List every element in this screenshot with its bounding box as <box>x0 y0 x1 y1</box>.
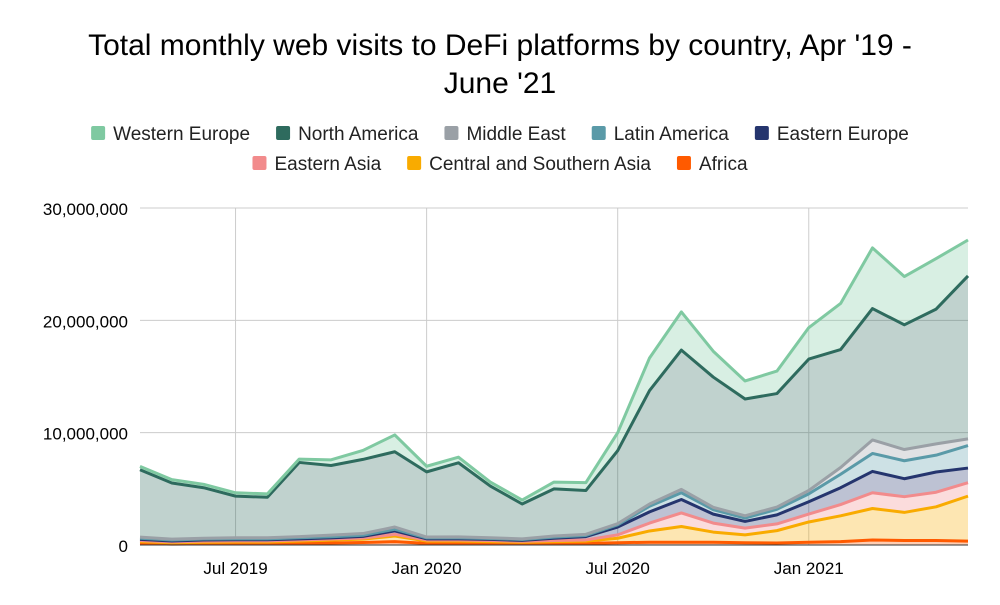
area-middle-east <box>140 438 968 541</box>
x-tick-label: Jul 2019 <box>203 559 267 578</box>
legend-item-africa[interactable]: Africa <box>676 154 748 175</box>
area-north-america <box>140 275 968 540</box>
chart-title-line-2: June '21 <box>444 67 557 100</box>
legend-swatch <box>591 126 606 140</box>
area-eastern-europe <box>140 468 968 542</box>
x-axis: Jul 2019 Jan 2020 Jul 2020 Jan 2021 <box>140 544 968 578</box>
legend-item-eastern-asia[interactable]: Eastern Asia <box>252 154 382 175</box>
legend-label: Latin America <box>614 124 730 145</box>
legend-swatch <box>754 126 769 140</box>
legend-label: Eastern Asia <box>274 154 381 175</box>
legend-item-north-america[interactable]: North America <box>276 124 419 145</box>
line-middle-east <box>139 437 969 541</box>
y-tick-label: 10,000,000 <box>43 425 128 444</box>
legend-label: Africa <box>699 154 748 175</box>
legend-swatch <box>676 156 691 170</box>
legend-label: North America <box>298 124 419 145</box>
legend-item-western-europe[interactable]: Western Europe <box>91 124 250 145</box>
gridlines <box>140 207 968 545</box>
line-western-europe <box>139 238 969 502</box>
legend-item-middle-east[interactable]: Middle East <box>444 124 566 145</box>
chart-title-line-1: Total monthly web visits to DeFi platfor… <box>88 29 912 62</box>
y-tick-label: 0 <box>119 537 128 556</box>
legend-item-latin-america[interactable]: Latin America <box>591 124 730 145</box>
line-africa <box>139 538 969 546</box>
legend-label: Western Europe <box>113 124 250 145</box>
legend-swatch <box>276 126 291 140</box>
legend-item-central-and-southern-asia[interactable]: Central and Southern Asia <box>407 154 651 175</box>
legend-label: Eastern Europe <box>777 124 909 145</box>
x-tick-label: Jan 2020 <box>392 559 462 578</box>
legend-swatch <box>407 156 422 170</box>
legend-item-eastern-europe[interactable]: Eastern Europe <box>754 124 909 145</box>
legend-label: Middle East <box>466 124 566 145</box>
area-eastern-asia <box>140 482 968 543</box>
y-tick-label: 20,000,000 <box>43 312 128 331</box>
line-north-america <box>139 274 970 506</box>
x-tick-label: Jul 2020 <box>586 559 650 578</box>
legend-label: Central and Southern Asia <box>429 154 651 175</box>
legend-swatch <box>252 156 267 170</box>
legend-swatch <box>444 126 459 140</box>
area-series <box>140 240 968 545</box>
series-lines <box>139 238 970 546</box>
x-tick-label: Jan 2021 <box>774 559 844 578</box>
y-axis: 0 10,000,000 20,000,000 30,000,000 <box>43 200 128 556</box>
area-western-europe <box>140 240 968 504</box>
legend-swatch <box>91 126 106 140</box>
y-tick-label: 30,000,000 <box>43 200 128 219</box>
legend: Western Europe North America Middle East La… <box>91 124 909 175</box>
